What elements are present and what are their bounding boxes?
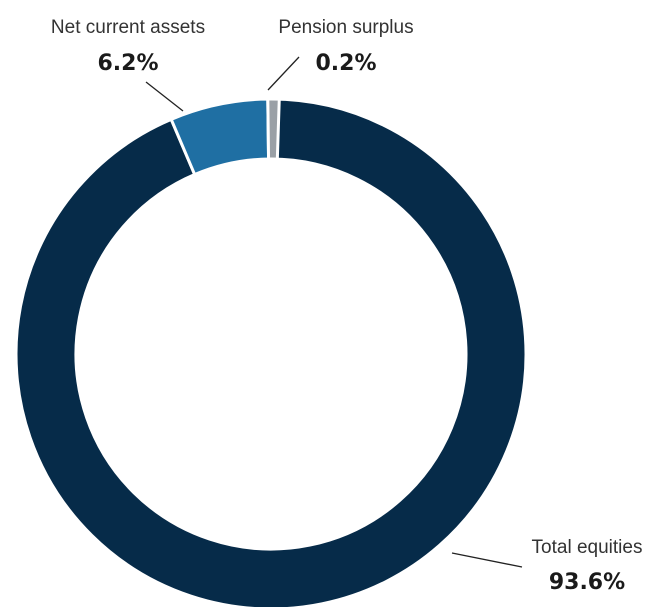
label-name-total-equities: Total equities <box>532 537 643 558</box>
leader-lines <box>145 56 523 568</box>
label-value-net-current-assets: 6.2% <box>97 51 158 76</box>
label-name-net-current-assets: Net current assets <box>51 17 205 38</box>
slice-pension-surplus <box>266 97 281 161</box>
label-value-pension-surplus: 0.2% <box>315 51 376 76</box>
label-name-pension-surplus: Pension surplus <box>278 17 413 38</box>
leader-net-current-assets <box>145 81 184 112</box>
leader-pension-surplus <box>267 56 300 91</box>
slice-total-equities <box>14 97 528 607</box>
leader-total-equities <box>451 552 523 568</box>
donut-slices <box>14 97 528 607</box>
label-value-total-equities: 93.6% <box>549 570 625 595</box>
